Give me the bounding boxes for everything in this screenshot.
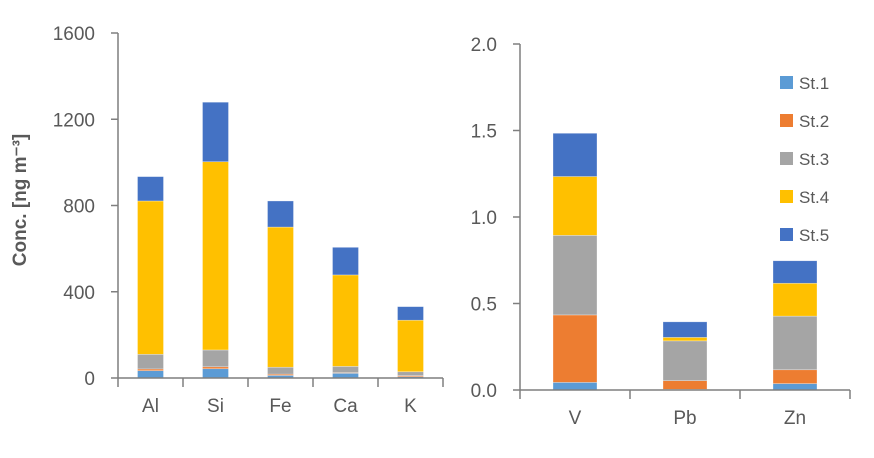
- bar-segment-st4: [772, 282, 818, 317]
- legend-label: St.2: [799, 112, 829, 131]
- bar-segment-st5: [202, 101, 229, 163]
- bar-segment-st5: [332, 247, 359, 276]
- left-chart: 0 400 800 1200 1600 Al Si Fe Ca K: [53, 24, 444, 417]
- bar-segment-st5: [772, 260, 818, 284]
- bar-segment-st1: [552, 382, 598, 391]
- bar-segment-st3: [662, 340, 708, 381]
- bar-segment-st2: [552, 314, 598, 383]
- y-tick-label: 400: [63, 283, 95, 304]
- x-tick-label: Si: [207, 396, 224, 417]
- bar-segment-st3: [202, 349, 229, 368]
- bar-segment-st5: [397, 306, 424, 321]
- y-tick-label: 2.0: [471, 35, 497, 56]
- bar-segment-st3: [397, 371, 424, 376]
- x-tick-label: Pb: [673, 408, 696, 429]
- bar-segment-st3: [137, 353, 164, 370]
- bar-segment-st2: [662, 380, 708, 390]
- bar-segment-st4: [397, 319, 424, 373]
- y-tick-label: 800: [63, 197, 95, 218]
- y-tick-label: 1.5: [471, 122, 497, 143]
- bar-segment-st3: [552, 235, 598, 316]
- legend-label: St.5: [799, 226, 829, 245]
- x-tick-label: Fe: [269, 396, 291, 417]
- bar-segment-st4: [137, 200, 164, 355]
- legend: St.1 St.2 St.3 St.4 St.5: [780, 74, 829, 245]
- legend-swatch-st2: [780, 114, 793, 127]
- legend-label: St.1: [799, 74, 829, 93]
- y-tick-label: 0.0: [471, 381, 497, 402]
- legend-swatch-st1: [780, 76, 793, 89]
- right-chart: 0.0 0.5 1.0 1.5 2.0 V Pb Zn: [471, 35, 851, 429]
- legend-label: St.4: [799, 188, 829, 207]
- bar-segment-st4: [202, 161, 229, 351]
- y-tick-label: 1.0: [471, 208, 497, 229]
- x-tick-label: Al: [142, 396, 159, 417]
- bar-segment-st2: [772, 369, 818, 384]
- x-tick-label: Zn: [784, 408, 806, 429]
- legend-swatch-st4: [780, 190, 793, 203]
- bar-segment-st4: [267, 226, 294, 368]
- bar-segment-st3: [772, 315, 818, 371]
- y-tick-label: 0.5: [471, 295, 497, 316]
- bar-segment-st5: [662, 321, 708, 338]
- y-tick-label: 1200: [53, 110, 95, 131]
- legend-label: St.3: [799, 150, 829, 169]
- bar-segment-st1: [772, 383, 818, 391]
- bar-segment-st5: [267, 200, 294, 228]
- legend-swatch-st5: [780, 228, 793, 241]
- bar-segment-st1: [137, 370, 164, 379]
- y-axis-label: Conc. [ng m⁻³]: [10, 134, 31, 266]
- bar-segment-st4: [552, 176, 598, 236]
- x-tick-label: V: [569, 408, 582, 429]
- bar-segment-st3: [332, 366, 359, 373]
- bar-segment-st5: [137, 176, 164, 202]
- bar-segment-st4: [662, 337, 708, 342]
- bar-segment-st5: [552, 132, 598, 177]
- y-tick-label: 1600: [53, 24, 95, 45]
- x-tick-label: K: [404, 396, 417, 417]
- x-tick-label: Ca: [333, 396, 358, 417]
- legend-swatch-st3: [780, 152, 793, 165]
- bar-segment-st1: [202, 368, 229, 379]
- bar-segment-st4: [332, 274, 359, 367]
- bar-segment-st3: [267, 366, 294, 375]
- y-tick-label: 0: [84, 369, 95, 390]
